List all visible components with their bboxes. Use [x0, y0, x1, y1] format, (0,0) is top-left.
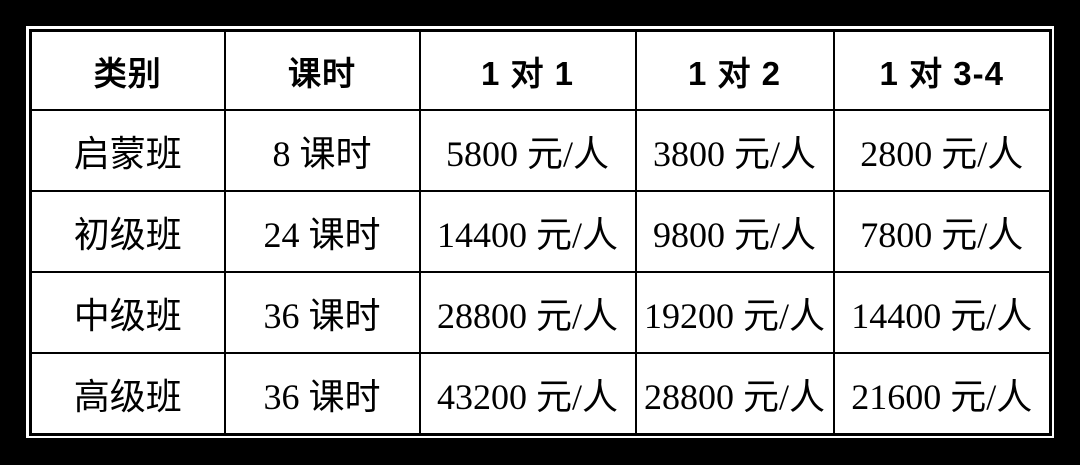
- cell-price-1on2: 3800 元/人: [634, 109, 835, 192]
- table-header: 类别 课时 1 对 1 1 对 2 1 对 3-4: [29, 29, 1052, 111]
- cell-price-1on3-4: 14400 元/人: [832, 271, 1052, 354]
- cell-category: 中级班: [29, 271, 226, 354]
- table-panel: 类别 课时 1 对 1 1 对 2 1 对 3-4 启蒙班 8 课时 5800 …: [26, 26, 1054, 438]
- cell-category: 初级班: [29, 190, 226, 273]
- cell-hours: 8 课时: [223, 109, 421, 192]
- table-body: 启蒙班 8 课时 5800 元/人 3800 元/人 2800 元/人 初级班 …: [29, 109, 1052, 436]
- cell-hours: 36 课时: [223, 271, 421, 354]
- header-row: 类别 课时 1 对 1 1 对 2 1 对 3-4: [29, 29, 1052, 111]
- table-row: 启蒙班 8 课时 5800 元/人 3800 元/人 2800 元/人: [29, 109, 1052, 192]
- header-cell-1on1: 1 对 1: [418, 29, 637, 111]
- cell-price-1on1: 5800 元/人: [418, 109, 637, 192]
- header-cell-1on3-4: 1 对 3-4: [832, 29, 1052, 111]
- table-row: 高级班 36 课时 43200 元/人 28800 元/人 21600 元/人: [29, 352, 1052, 436]
- header-cell-1on2: 1 对 2: [634, 29, 835, 111]
- cell-price-1on3-4: 21600 元/人: [832, 352, 1052, 436]
- cell-category: 启蒙班: [29, 109, 226, 192]
- table-row: 初级班 24 课时 14400 元/人 9800 元/人 7800 元/人: [29, 190, 1052, 273]
- cell-hours: 24 课时: [223, 190, 421, 273]
- pricing-table: 类别 课时 1 对 1 1 对 2 1 对 3-4 启蒙班 8 课时 5800 …: [29, 29, 1052, 436]
- header-cell-category: 类别: [29, 29, 226, 111]
- cell-hours: 36 课时: [223, 352, 421, 436]
- cell-price-1on1: 43200 元/人: [418, 352, 637, 436]
- table-row: 中级班 36 课时 28800 元/人 19200 元/人 14400 元/人: [29, 271, 1052, 354]
- cell-price-1on1: 14400 元/人: [418, 190, 637, 273]
- cell-price-1on2: 9800 元/人: [634, 190, 835, 273]
- cell-price-1on1: 28800 元/人: [418, 271, 637, 354]
- cell-price-1on2: 19200 元/人: [634, 271, 835, 354]
- cell-category: 高级班: [29, 352, 226, 436]
- cell-price-1on3-4: 2800 元/人: [832, 109, 1052, 192]
- cell-price-1on2: 28800 元/人: [634, 352, 835, 436]
- cell-price-1on3-4: 7800 元/人: [832, 190, 1052, 273]
- header-cell-hours: 课时: [223, 29, 421, 111]
